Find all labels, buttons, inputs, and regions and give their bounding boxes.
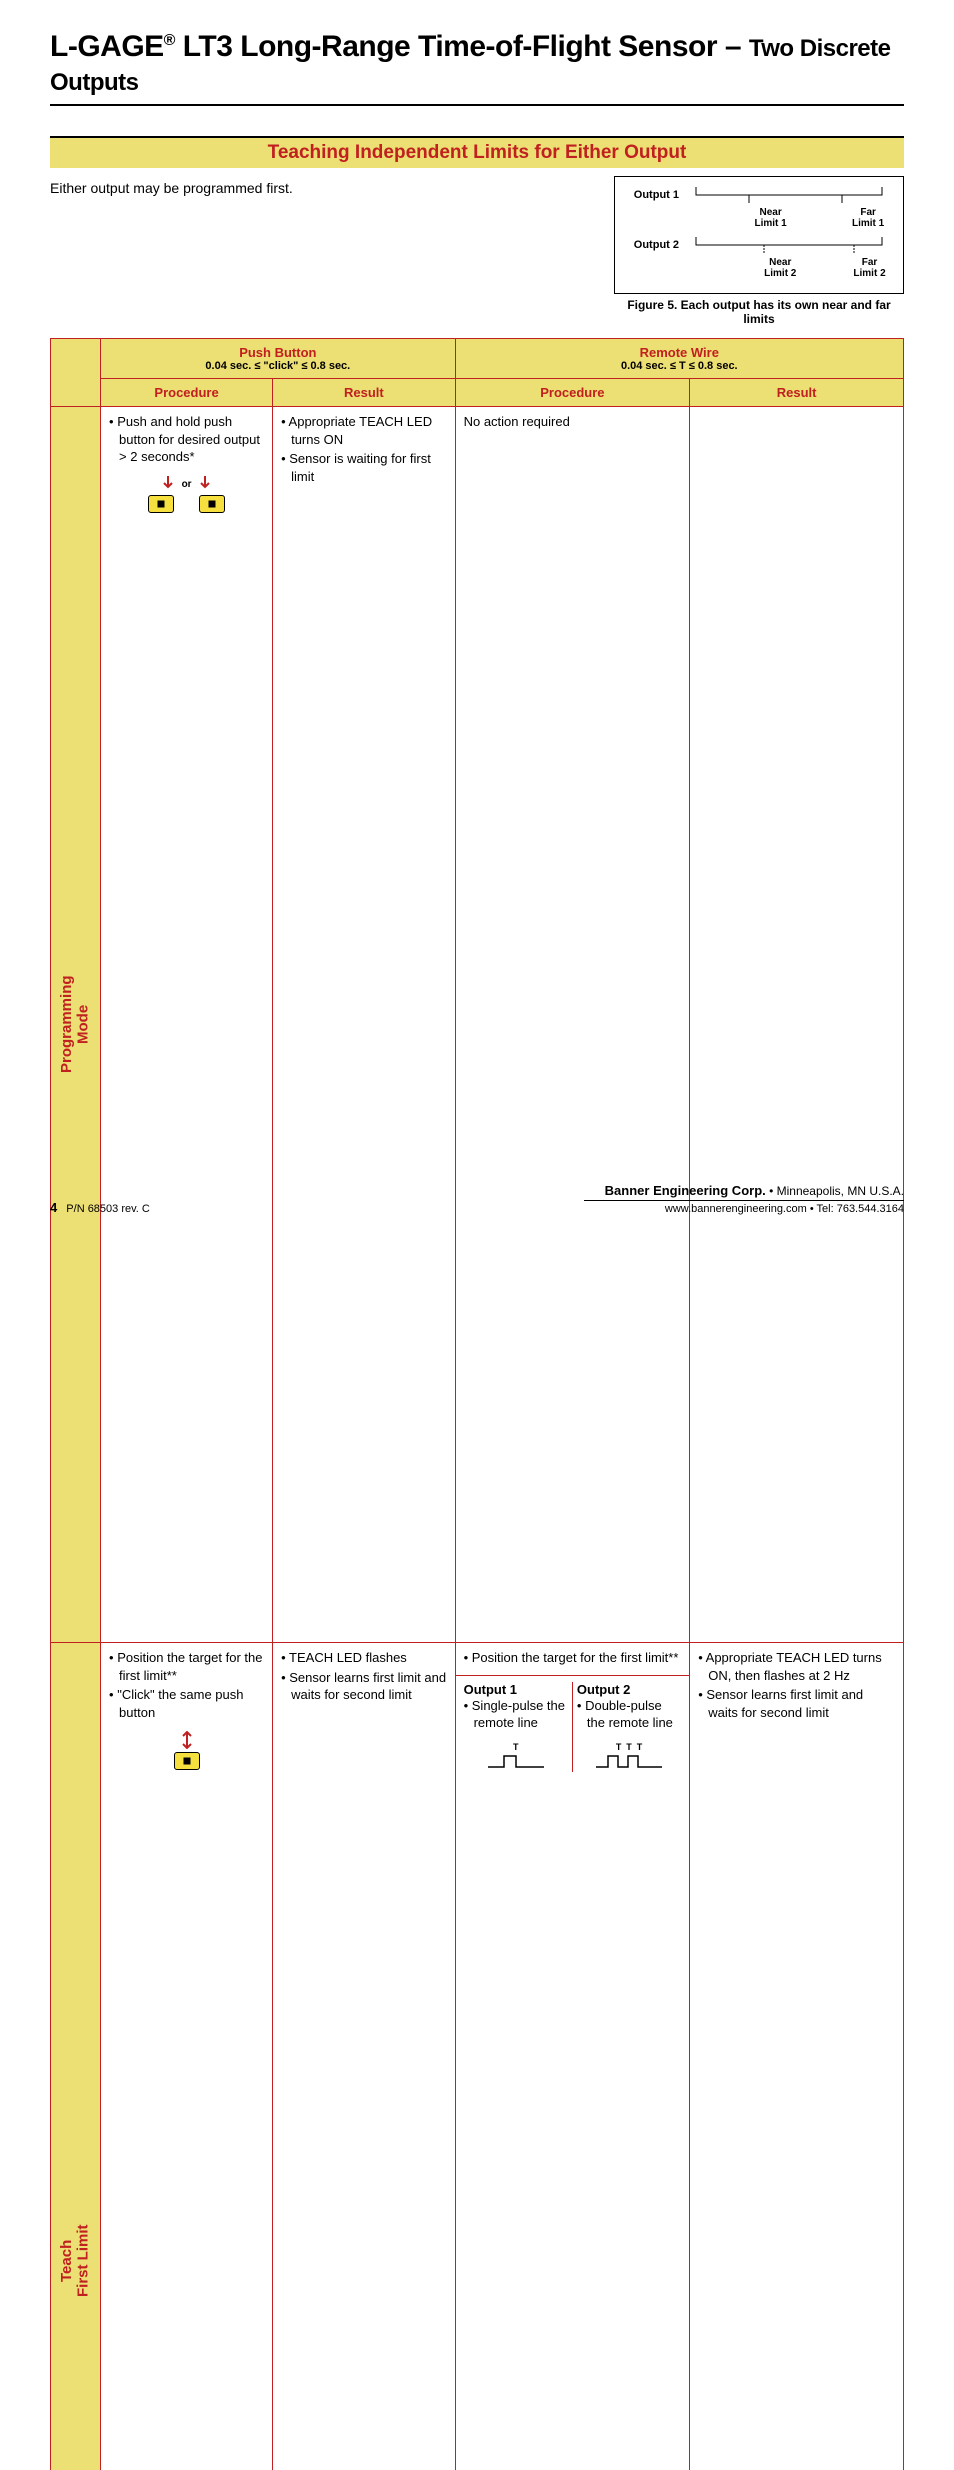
pm-rw-res xyxy=(690,407,904,1643)
row-programming-mode: Programming Mode Push and hold push butt… xyxy=(51,407,904,1643)
page-title: L-GAGE® LT3 Long-Range Time-of-Flight Se… xyxy=(50,30,890,97)
push-button-icon xyxy=(199,495,225,513)
pm-pb-proc: Push and hold push button for desired ou… xyxy=(109,413,264,513)
t1-button-icon xyxy=(109,1731,264,1770)
figure-caption: Figure 5. Each output has its own near a… xyxy=(614,298,904,326)
t1-pb-proc-1: Position the target for the first limit*… xyxy=(109,1649,264,1684)
company-location: • Minneapolis, MN U.S.A. xyxy=(766,1184,904,1198)
brand: L-GAGE xyxy=(50,30,164,63)
pm-rw-proc: No action required xyxy=(464,413,682,431)
fig-out2-label: Output 2 xyxy=(625,239,685,251)
procedure-table: Push Button 0.04 sec. ≤ "click" ≤ 0.8 se… xyxy=(50,338,904,2470)
registered-mark: ® xyxy=(164,32,175,49)
rw-subtitle: 0.04 sec. ≤ T ≤ 0.8 sec. xyxy=(464,360,895,372)
fig-out2-bracket xyxy=(685,237,893,253)
t1-rw-o1-txt: Single-pulse the remote line xyxy=(464,1697,568,1732)
t1-rw-proc-top: Position the target for the first limit*… xyxy=(464,1649,682,1667)
double-pulse-icon: T T T xyxy=(577,1738,681,1772)
footer-left: 4 P/N 68503 rev. C xyxy=(50,1200,150,1215)
pm-pb-proc-1: Push and hold push button for desired ou… xyxy=(109,413,264,466)
fig-far1b: Limit 1 xyxy=(852,218,884,229)
rw-res-header: Result xyxy=(690,379,904,407)
t1-pb-res-1: TEACH LED flashes xyxy=(281,1649,447,1667)
pm-button-icons: or xyxy=(109,476,264,513)
pb-res-header: Result xyxy=(273,379,456,407)
or-text: or xyxy=(182,479,192,490)
part-number: P/N 68503 rev. C xyxy=(66,1203,150,1215)
remote-wire-header: Remote Wire 0.04 sec. ≤ T ≤ 0.8 sec. xyxy=(455,339,903,379)
pm-pb-res-2: Sensor is waiting for first limit xyxy=(281,450,447,485)
push-button-header: Push Button 0.04 sec. ≤ "click" ≤ 0.8 se… xyxy=(101,339,456,379)
t1-pb-res-2: Sensor learns first limit and waits for … xyxy=(281,1669,447,1704)
pb-title: Push Button xyxy=(239,345,316,360)
t1-pb-proc-2: "Click" the same push button xyxy=(109,1686,264,1721)
fig-near2b: Limit 2 xyxy=(764,268,796,279)
t1-rw-o2-hdr: Output 2 xyxy=(577,1682,681,1697)
intro-text: Either output may be programmed first. xyxy=(50,176,293,196)
label-teach1: Teach First Limit xyxy=(51,1643,100,2470)
page-footer: 4 P/N 68503 rev. C Banner Engineering Co… xyxy=(50,1183,904,1215)
arrow-down-icon xyxy=(199,476,211,492)
fig-far2a: Far xyxy=(862,257,878,268)
t1-rw-res: Appropriate TEACH LED turns ON, then fla… xyxy=(698,1649,895,1721)
pb-proc-header: Procedure xyxy=(101,379,273,407)
fig-near1a: Near xyxy=(759,207,781,218)
arrow-updown-icon xyxy=(181,1731,193,1749)
row-teach-first: Teach First Limit Position the target fo… xyxy=(51,1643,904,2470)
fig-near1b: Limit 1 xyxy=(754,218,786,229)
page-number: 4 xyxy=(50,1200,57,1215)
fig-far1a: Far xyxy=(860,207,876,218)
t1-rw-res-2: Sensor learns first limit and waits for … xyxy=(698,1686,895,1721)
corner-cell xyxy=(51,339,101,407)
t1-rw-res-1: Appropriate TEACH LED turns ON, then fla… xyxy=(698,1649,895,1684)
company-web: www.bannerengineering.com • Tel: 763.544… xyxy=(584,1203,904,1215)
pb-subtitle: 0.04 sec. ≤ "click" ≤ 0.8 sec. xyxy=(109,360,447,372)
intro-row: Either output may be programmed first. O… xyxy=(50,176,904,326)
pm-pb-res: Appropriate TEACH LED turns ON Sensor is… xyxy=(281,413,447,485)
fig-far2b: Limit 2 xyxy=(853,268,885,279)
page-title-row: L-GAGE® LT3 Long-Range Time-of-Flight Se… xyxy=(50,30,904,106)
rw-proc-header: Procedure xyxy=(455,379,690,407)
push-button-icon xyxy=(174,1752,200,1770)
section-heading: Teaching Independent Limits for Either O… xyxy=(268,142,687,163)
figure-diagram: Output 1 NearLimit 1 FarLimit 1 Output 2 xyxy=(614,176,904,294)
fig-near2a: Near xyxy=(769,257,791,268)
t1-rw-o2-txt: Double-pulse the remote line xyxy=(577,1697,681,1732)
title-main: LT3 Long-Range Time-of-Flight Sensor – xyxy=(175,30,749,63)
company-name: Banner Engineering Corp. xyxy=(605,1183,766,1198)
arrow-down-icon xyxy=(162,476,174,492)
t1-pb-res: TEACH LED flashes Sensor learns first li… xyxy=(281,1649,447,1704)
pm-pb-res-1: Appropriate TEACH LED turns ON xyxy=(281,413,447,448)
fig-out1-label: Output 1 xyxy=(625,189,685,201)
push-button-icon xyxy=(148,495,174,513)
figure-5: Output 1 NearLimit 1 FarLimit 1 Output 2 xyxy=(614,176,904,326)
footer-right: Banner Engineering Corp. • Minneapolis, … xyxy=(584,1183,904,1215)
section-heading-bar: Teaching Independent Limits for Either O… xyxy=(50,136,904,168)
t1-pb-proc: Position the target for the first limit*… xyxy=(109,1649,264,1770)
rw-title: Remote Wire xyxy=(640,345,719,360)
single-pulse-icon: T xyxy=(464,1738,568,1772)
fig-out1-bracket xyxy=(685,187,893,203)
t1-rw-o1-hdr: Output 1 xyxy=(464,1682,568,1697)
label-prog-mode: Programming Mode xyxy=(51,407,100,1642)
